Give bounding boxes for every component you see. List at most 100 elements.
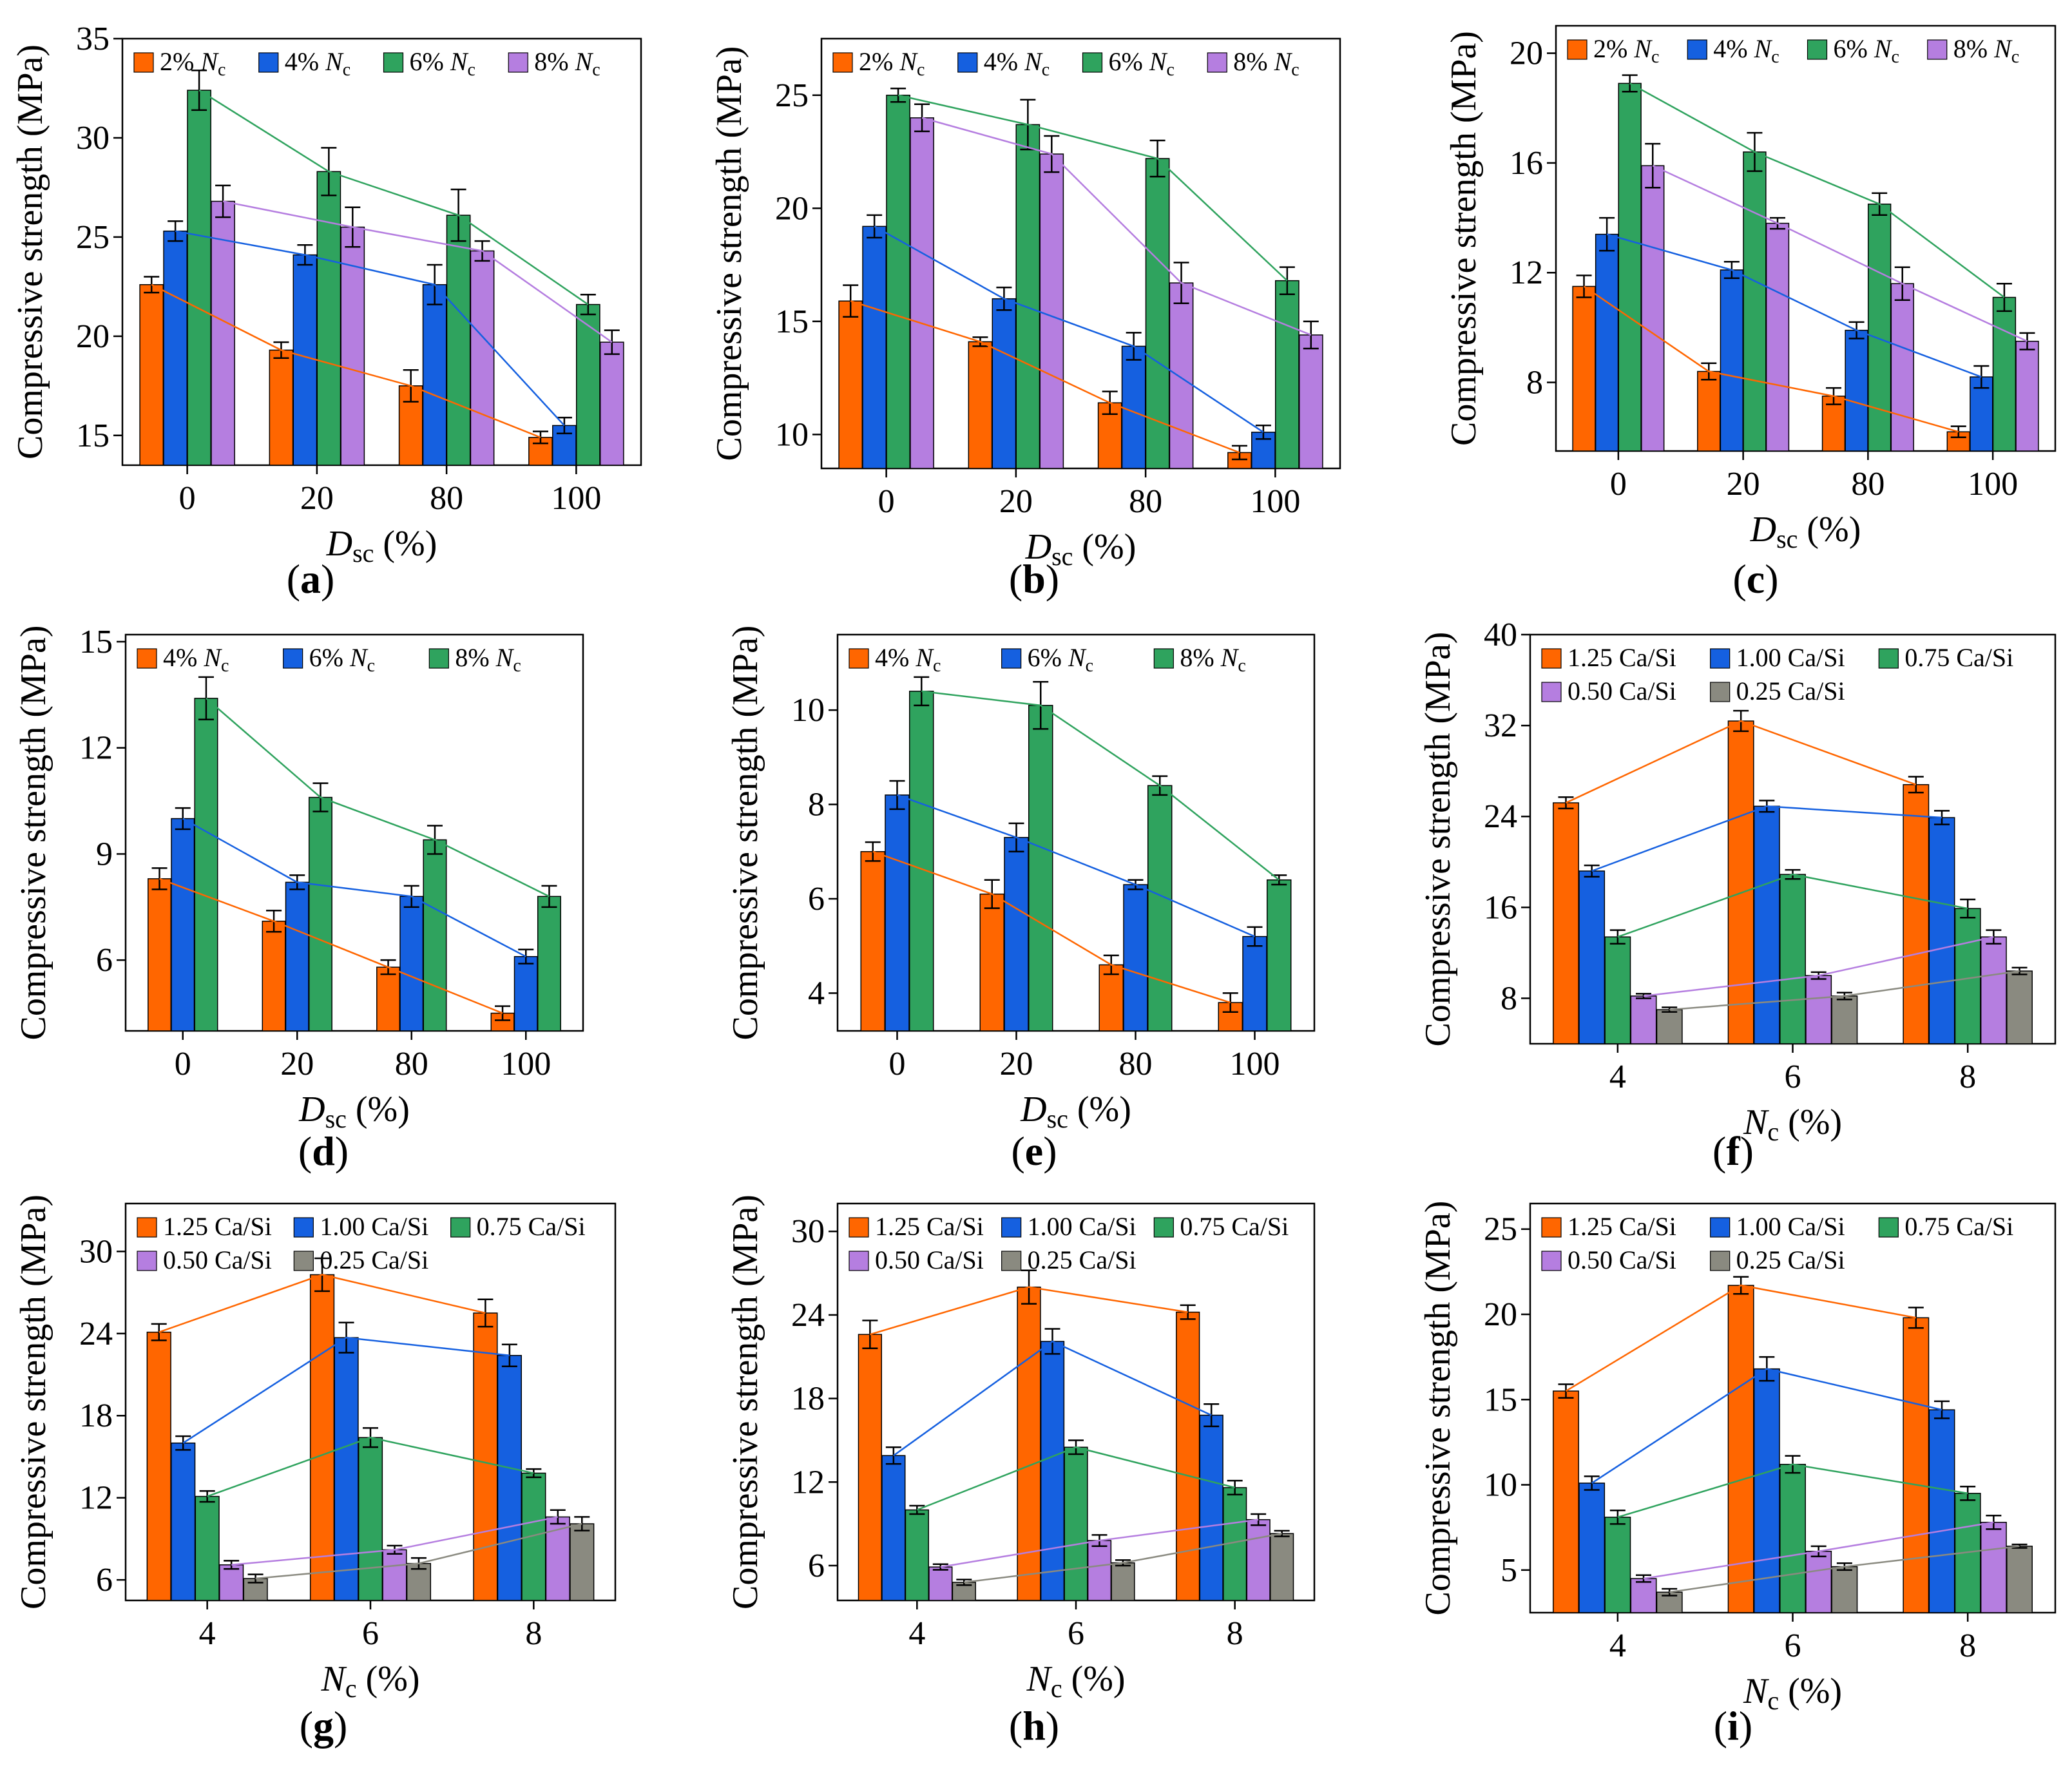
legend-label: 6% Nc [410, 47, 475, 80]
y-tick-label: 40 [1484, 617, 1517, 653]
legend-swatch [1807, 39, 1828, 60]
bar [1903, 1317, 1930, 1613]
legend-swatch [1001, 1251, 1022, 1271]
y-tick-label: 25 [775, 77, 809, 114]
legend-swatch [1541, 1217, 1562, 1238]
bar [1779, 1464, 1806, 1613]
series-trend-line [1617, 873, 1968, 938]
legend-label: 0.75 Ca/Si [1904, 643, 2013, 672]
legend-label: 2% Nc [160, 47, 225, 80]
legend-label: 4% Nc [163, 643, 229, 676]
bar [473, 1312, 498, 1601]
y-tick-label: 10 [775, 416, 809, 453]
bar [1805, 1551, 1832, 1613]
y-tick-label: 20 [1510, 35, 1543, 72]
legend-label: 1.25 Ca/Si [1568, 1212, 1676, 1241]
series-trend-line [231, 1516, 559, 1566]
legend-swatch [1567, 39, 1588, 60]
bar [1604, 1517, 1631, 1613]
x-tick-label: 100 [1230, 1046, 1280, 1082]
legend-swatch [1541, 1251, 1562, 1271]
legend-label: 4% Nc [875, 643, 941, 676]
bar [1641, 165, 1665, 452]
bar [146, 1331, 171, 1601]
legend-swatch [1541, 682, 1562, 702]
legend-swatch [849, 1251, 869, 1271]
bar [171, 1442, 196, 1601]
bar [285, 881, 309, 1032]
bar [219, 1564, 244, 1601]
y-tick-label: 20 [1484, 1296, 1517, 1333]
legend-swatch [1710, 1217, 1731, 1238]
bar [1630, 1578, 1657, 1613]
bar [262, 921, 286, 1032]
bar [309, 1274, 335, 1601]
x-tick-label: 20 [999, 483, 1033, 520]
series-trend-line [1583, 285, 1959, 433]
bar [1087, 1540, 1112, 1601]
x-tick-label: 100 [501, 1046, 551, 1082]
series-trend-line [897, 794, 1255, 937]
bar [910, 117, 934, 469]
y-tick-label: 16 [1484, 889, 1517, 926]
plot-frame [1555, 24, 2057, 452]
legend-label: 8% Nc [1233, 47, 1299, 80]
bar [194, 698, 218, 1032]
x-tick-label: 8 [1227, 1615, 1243, 1652]
y-axis-label: Compressive strength (MPa) [14, 626, 53, 1041]
chart-panel-h: 6 12 18 24 30 Compressive strength (MPa) 4 6 8 Nc… [725, 1195, 1316, 1749]
bar [269, 349, 294, 466]
plot-frame [121, 37, 642, 466]
bar [340, 226, 365, 466]
bar [1169, 282, 1194, 469]
bar [1727, 720, 1754, 1044]
y-tick-label: 12 [79, 730, 113, 767]
y-axis-label: Compressive strength (MPa) [725, 626, 765, 1041]
chart-panel-f: 8 16 24 32 40 Compressive strength (MPa) 4 6 8 Nc… [1418, 617, 2057, 1174]
bar [1928, 817, 1955, 1044]
x-tick-label: 20 [1727, 466, 1760, 503]
bar [979, 893, 1005, 1032]
bar [423, 839, 447, 1032]
legend-label: 1.00 Ca/Si [1028, 1212, 1137, 1241]
y-tick-label: 4 [808, 975, 825, 1012]
series-trend-line [874, 226, 1264, 433]
bar [1572, 285, 1596, 452]
legend-label: 0.25 Ca/Si [1736, 677, 1845, 705]
y-tick-label: 8 [1501, 980, 1517, 1017]
legend-swatch [1710, 1251, 1731, 1271]
bar [1298, 334, 1323, 469]
chart-panel-e: 4 6 8 10 Compressive strength (MPa) 0 20 80 100 D… [725, 626, 1316, 1174]
legend-swatch [1541, 648, 1562, 669]
bar [382, 1549, 407, 1601]
bar [1604, 936, 1631, 1044]
bar [1028, 705, 1053, 1032]
y-tick-label: 8 [1526, 365, 1543, 401]
series-trend-line [916, 1446, 1235, 1511]
legend-label: 4% Nc [1713, 34, 1779, 67]
legend-label: 0.75 Ca/Si [477, 1212, 586, 1241]
x-tick-label: 100 [1250, 483, 1300, 520]
bar [1040, 1341, 1065, 1601]
legend-label: 8% Nc [1180, 643, 1245, 676]
series-trend-line [893, 1340, 1212, 1457]
y-tick-label: 15 [76, 418, 110, 454]
bar [570, 1523, 595, 1601]
series-trend-line [1565, 1284, 1917, 1392]
y-tick-label: 25 [1484, 1211, 1517, 1248]
x-tick-label: 80 [1129, 483, 1162, 520]
bar [885, 794, 910, 1032]
y-tick-label: 12 [79, 1480, 113, 1517]
legend-label: 4% Nc [285, 47, 350, 80]
x-tick-label: 6 [1068, 1615, 1084, 1652]
bar [838, 300, 863, 469]
x-axis-label: Dsc (%) [1025, 527, 1137, 571]
legend-label: 1.00 Ca/Si [1736, 643, 1845, 672]
chart-panel-a: 15 20 25 30 35 Compressive strength (MPa) 0 20 8… [10, 21, 642, 602]
y-tick-label: 6 [96, 1562, 113, 1598]
bar [1578, 870, 1606, 1044]
bar [211, 200, 235, 466]
bar [1618, 82, 1642, 452]
legend-swatch [508, 52, 528, 73]
legend-swatch [133, 52, 154, 73]
